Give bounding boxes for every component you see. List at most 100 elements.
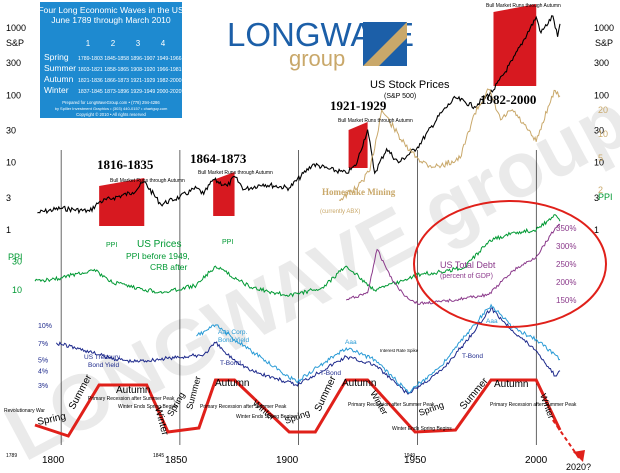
bond-yield-label: Bond Yield xyxy=(218,337,249,344)
tbond-label-1: T-Bond xyxy=(220,360,241,367)
watermark: LONGWAVE group xyxy=(0,75,620,473)
legend-copyright: Copyright © 2010 • All rights reserved xyxy=(76,112,146,117)
season-autumn-4: Autumn xyxy=(494,379,528,390)
x-tick-1845: 1845 xyxy=(153,453,164,459)
left-tick-5: 3 xyxy=(6,193,11,203)
bull-label-3: Bull Market Runs through Autumn xyxy=(338,118,413,124)
aaa-label-1: Aaa xyxy=(345,339,357,346)
era-1864-label: 1864-1873 xyxy=(190,151,247,166)
legend-season-autumn: Autumn xyxy=(44,74,74,84)
legend-years-spring: 1789-1803 1845-1858 1896-1907 1949-1966 xyxy=(78,56,182,62)
series-homestake-line xyxy=(338,88,561,202)
series-aaa-line xyxy=(196,303,561,394)
season-autumn-3: Autumn xyxy=(342,378,376,389)
primary-recession-3: Primary Recession after Summer Peak xyxy=(348,402,435,408)
legend-season-summer: Summer xyxy=(44,63,76,73)
ppi-left-label: PPI xyxy=(8,252,23,262)
x-tick-1950: 1950 xyxy=(404,455,427,466)
x-tick-1949: 1949 xyxy=(404,453,415,459)
debt-sub: (percent of GDP) xyxy=(440,273,493,280)
yield-left-tick-3: 4% xyxy=(38,369,48,376)
bull-label-2: Bull Market Runs through Autumn xyxy=(198,170,273,176)
us-prices-label: US Prices xyxy=(137,239,181,250)
legend-years-autumn: 1821-1836 1866-1873 1921-1929 1982-2000 xyxy=(78,78,182,84)
sp-left-label: S&P xyxy=(6,38,24,48)
right-tick-1: 300 xyxy=(594,58,609,68)
left-tick-2: 100 xyxy=(6,90,21,100)
yield-left-tick-1: 7% xyxy=(38,341,48,348)
debt-right-tick-0: 350% xyxy=(556,224,576,233)
arrow-2020-label: 2020? xyxy=(566,462,591,472)
season-summer-4: Summer xyxy=(458,375,491,412)
treasury-label-2: Bond Yield xyxy=(88,362,119,369)
legend-col-2: 2 xyxy=(111,39,116,48)
winter-ends-2: Winter Ends Spring Begins xyxy=(236,414,296,420)
watermark-text: LONGWAVE group xyxy=(0,75,620,473)
left-tick-0: 1000 xyxy=(6,23,26,33)
wave-forecast-dash xyxy=(552,419,580,459)
legend-col-headers: 1 2 3 4 xyxy=(86,39,166,48)
homestake-right-tick-2: 5 xyxy=(598,153,603,163)
debt-right-tick-2: 250% xyxy=(556,260,576,269)
x-tick-2000: 2000 xyxy=(525,455,548,466)
x-tick-1900: 1900 xyxy=(276,455,299,466)
era-1982-label: 1982-2000 xyxy=(480,92,536,107)
legend-title-2: June 1789 through March 2010 xyxy=(51,15,171,25)
logo-stripe-icon xyxy=(363,22,407,66)
series-tbond-line xyxy=(55,307,561,395)
right-tick-5: 3 xyxy=(594,193,599,203)
ppi-before-label: PPI before 1949, xyxy=(126,251,190,261)
debt-right-tick-3: 200% xyxy=(556,278,576,287)
tbond-label-3: T-Bond xyxy=(462,353,483,360)
season-wave xyxy=(34,378,586,462)
aaa-label-2: Aaa xyxy=(486,318,498,325)
bull-label-1: Bull Market Runs through Autumn xyxy=(110,178,185,184)
stock-subtitle: (S&P 500) xyxy=(384,93,416,100)
treasury-label: US Treasury xyxy=(84,354,121,361)
season-autumn-1: Autumn xyxy=(116,385,150,396)
left-axis-labels: 1000 300 100 30 10 3 1 30 10 10% 7% 5% 4% 3% xyxy=(6,23,52,390)
primary-recession-1: Primary Recession after Summer Peak xyxy=(88,396,175,402)
ppi-left-tick-0: 30 xyxy=(12,256,22,266)
winter-ends-1: Winter Ends Spring Begins xyxy=(118,404,178,410)
interest-spike-label: Interest Rate Spike xyxy=(380,348,419,353)
legend-years-summer: 1803-1821 1858-1865 1908-1920 1966-1981 xyxy=(78,67,182,73)
left-tick-1: 300 xyxy=(6,58,21,68)
left-tick-6: 1 xyxy=(6,225,11,235)
legend-box-bg xyxy=(40,2,182,118)
yield-left-tick-0: 10% xyxy=(38,323,52,330)
era-1921-label: 1921-1929 xyxy=(330,98,387,113)
debt-highlight-ellipse xyxy=(413,200,607,328)
bull-block-3 xyxy=(348,122,368,168)
x-tick-1850: 1850 xyxy=(165,455,188,466)
right-axis-labels: 1000300100301031201052350%300%250%200%15… xyxy=(556,23,614,305)
left-tick-4: 10 xyxy=(6,158,16,168)
homestake-label: Homestake Mining xyxy=(322,187,396,197)
yield-left-tick-4: 3% xyxy=(38,383,48,390)
primary-recession-2: Primary Recession after Summer Peak xyxy=(200,404,287,410)
revolutionary-war-label: Revolutionary War xyxy=(4,408,45,414)
tbond-label-2: T-Bond xyxy=(320,370,341,377)
primary-recession-4: Primary Recession after Summer Peak xyxy=(490,402,577,408)
era-1816-label: 1816-1835 xyxy=(97,157,154,172)
homestake-right-tick-3: 2 xyxy=(598,185,603,195)
event-labels: 1816-1835 1864-1873 1921-1929 1982-2000 … xyxy=(84,3,561,377)
bull-block-4 xyxy=(493,4,537,86)
right-tick-0: 1000 xyxy=(594,23,614,33)
bull-market-blocks xyxy=(99,4,537,226)
ppi-mid-label-2: PPI xyxy=(222,239,233,246)
legend-season-winter: Winter xyxy=(44,85,69,95)
debt-label: US Total Debt xyxy=(440,260,496,270)
yield-left-tick-2: 5% xyxy=(38,358,48,365)
ppi-right-label: PPI xyxy=(598,192,613,202)
wave-line xyxy=(34,378,562,438)
legend-rows: Spring 1789-1803 1845-1858 1896-1907 1949… xyxy=(44,52,185,95)
season-summer-3: Summer xyxy=(313,374,339,413)
legend-prepared: Prepared for LongWaveGroup.com • (778) 2… xyxy=(62,100,160,105)
left-tick-3: 30 xyxy=(6,126,16,136)
aaa-corp-label: Aaa Corp. xyxy=(218,329,247,336)
ppi-left-tick-1: 10 xyxy=(12,285,22,295)
x-tick-1789: 1789 xyxy=(6,453,17,459)
